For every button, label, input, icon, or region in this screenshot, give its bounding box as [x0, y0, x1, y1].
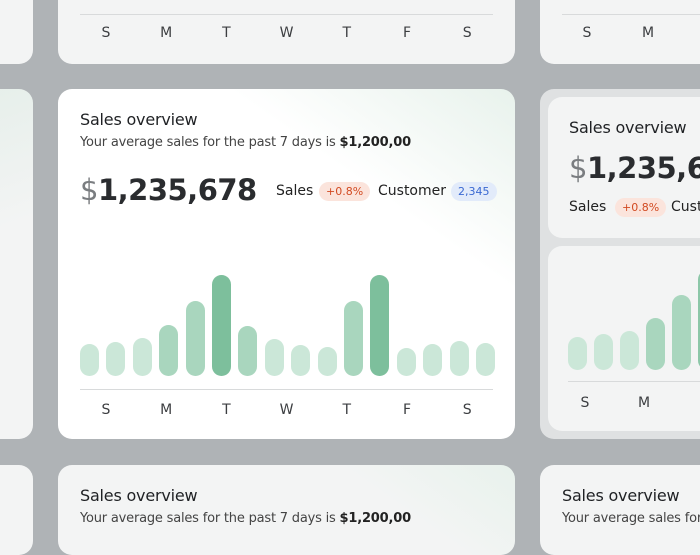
- bar: [698, 270, 700, 370]
- subtitle-text: Your average sales for the past 7 days i…: [80, 135, 336, 150]
- bar: [212, 275, 231, 376]
- day-label: M: [160, 402, 173, 418]
- day-label: S: [582, 25, 592, 41]
- day-label: S: [462, 25, 472, 41]
- bar: [646, 318, 665, 370]
- bar: [264, 339, 284, 376]
- axis-line: [80, 389, 493, 390]
- amount: 1,235,678: [97, 173, 257, 207]
- day-label: S: [462, 402, 472, 418]
- day-label: T: [342, 402, 352, 418]
- day-label: S: [101, 402, 111, 418]
- card-right-summary: Sales overview $1,235,678 Sales +0.8% Cu…: [548, 97, 700, 238]
- day-label: F: [402, 25, 412, 41]
- bar: [594, 334, 613, 370]
- card-bottom-right: Sales overview Your average sales for th…: [540, 465, 700, 555]
- card-bottom-middle: Sales overview Your average sales for th…: [58, 465, 515, 555]
- bar: [449, 341, 469, 376]
- metric-label: Sales: [276, 183, 314, 199]
- card-main: Sales overview Your average sales for th…: [58, 89, 515, 439]
- axis-line: [568, 381, 700, 382]
- bar: [396, 348, 416, 376]
- bar: [291, 345, 311, 376]
- day-label: M: [637, 395, 651, 411]
- bar: [317, 347, 337, 376]
- bar: [80, 344, 99, 376]
- card-left-bottom: [0, 465, 33, 555]
- bar: [423, 344, 443, 376]
- day-label: M: [641, 25, 655, 41]
- card-title: Sales overview: [80, 486, 198, 505]
- bar: [672, 295, 691, 370]
- axis-line: [80, 14, 493, 15]
- metric-label: Customer: [671, 199, 700, 215]
- card-title: Sales overview: [80, 110, 198, 129]
- day-label: W: [279, 402, 294, 418]
- card-subtitle: Your average sales for the past 7 days i…: [80, 511, 411, 526]
- card-left: [0, 89, 33, 439]
- bar: [185, 301, 205, 376]
- metric-label: Sales: [569, 199, 607, 215]
- metric-badge: +0.8%: [615, 198, 667, 217]
- metric-badge: 2,345: [451, 182, 497, 201]
- card-left-top: [0, 0, 33, 64]
- day-label: T: [342, 25, 352, 41]
- bar: [238, 326, 258, 376]
- total-amount: $1,235,678: [569, 151, 700, 185]
- subtitle-text: Your average sales for the past 7 days i…: [80, 511, 336, 526]
- bar: [370, 275, 390, 376]
- day-label: T: [222, 25, 231, 41]
- bar: [132, 338, 152, 376]
- axis-line: [562, 14, 700, 15]
- card-right-container: Sales overview $1,235,678 Sales +0.8% Cu…: [540, 89, 700, 439]
- card-subtitle: Your average sales for the past 7 days i…: [562, 511, 700, 526]
- day-label: M: [160, 25, 173, 41]
- bar: [159, 325, 179, 376]
- bar: [568, 337, 587, 370]
- currency: $: [569, 151, 587, 185]
- bar: [344, 301, 363, 376]
- bar: [106, 342, 126, 376]
- metric-label: Customer: [378, 183, 447, 199]
- day-label: S: [580, 395, 590, 411]
- card-title: Sales overview: [569, 118, 687, 137]
- card-title: Sales overview: [562, 486, 680, 505]
- day-label: F: [402, 402, 412, 418]
- bar: [476, 343, 495, 376]
- metric-badge: +0.8%: [319, 182, 371, 201]
- currency: $: [80, 173, 98, 207]
- day-label: T: [222, 402, 231, 418]
- subtitle-average: $1,200,00: [339, 135, 412, 150]
- card-subtitle: Your average sales for the past 7 days i…: [80, 135, 411, 150]
- day-label: S: [101, 25, 111, 41]
- total-amount: $1,235,678: [80, 173, 257, 207]
- subtitle-average: $1,200,00: [339, 511, 412, 526]
- day-label: W: [279, 25, 294, 41]
- bar: [620, 331, 639, 370]
- amount: 1,235,678: [586, 151, 700, 185]
